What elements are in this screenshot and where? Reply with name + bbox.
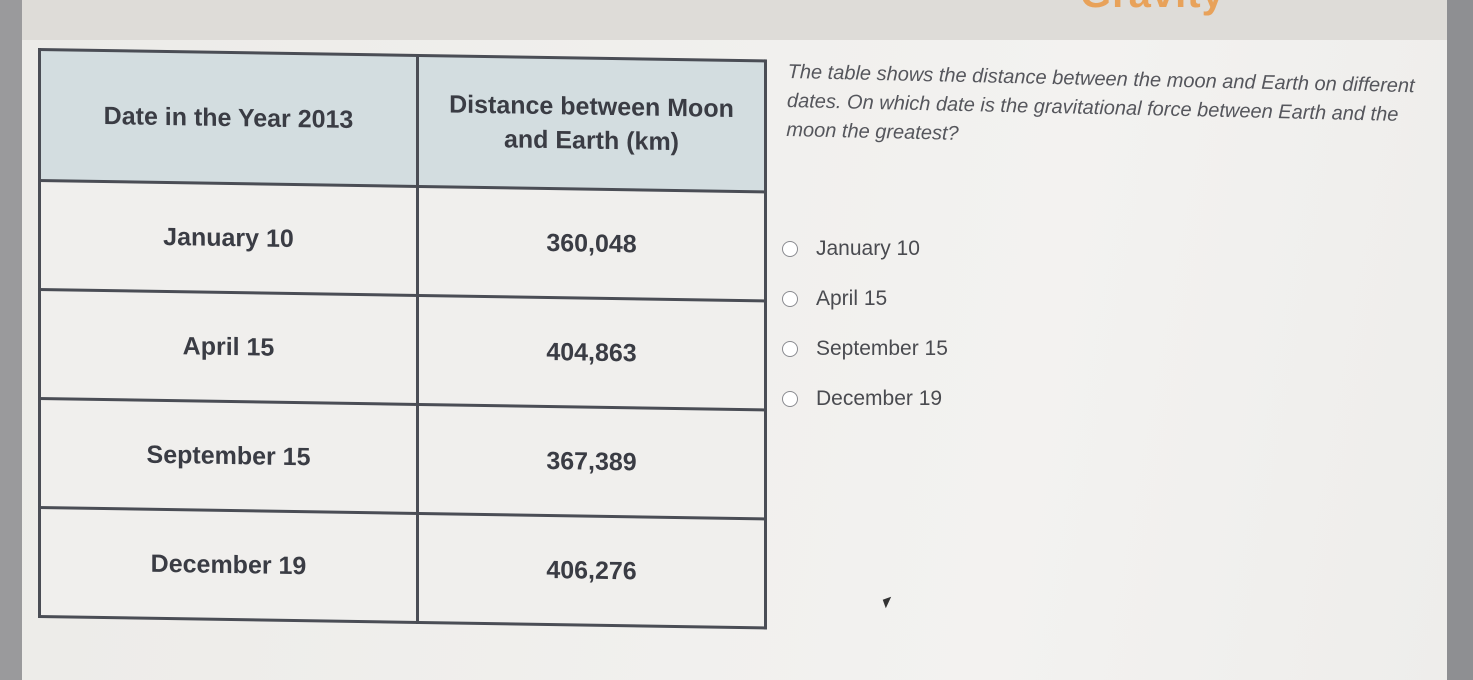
cell-distance: 406,276 [417,513,766,628]
option-label: September 15 [816,337,948,360]
option-label: April 15 [816,287,888,310]
screen-edge-right [1447,0,1473,680]
cell-date: September 15 [39,398,418,514]
option-april-15[interactable]: April 15 [782,274,948,324]
radio-button[interactable] [782,241,798,257]
option-january-10[interactable]: January 10 [782,224,948,274]
table-row: December 19 406,276 [39,507,766,628]
distance-table: Date in the Year 2013 Distance between M… [38,48,767,629]
option-september-15[interactable]: September 15 [782,324,948,374]
screen-edge-left [0,0,22,680]
top-bar [0,0,1473,40]
option-december-19[interactable]: December 19 [782,374,948,424]
radio-button[interactable] [782,341,798,357]
answer-options: January 10 April 15 September 15 Decembe… [782,224,948,424]
header-date: Date in the Year 2013 [39,49,418,187]
cell-distance: 360,048 [417,186,766,301]
header-distance: Distance between Moon and Earth (km) [417,55,766,192]
table-header-row: Date in the Year 2013 Distance between M… [39,49,766,192]
cell-date: December 19 [39,507,418,623]
cell-date: January 10 [39,180,418,296]
cell-distance: 404,863 [417,295,766,410]
radio-button[interactable] [782,291,798,307]
table-row: January 10 360,048 [39,180,766,301]
radio-button[interactable] [782,391,798,407]
lesson-title: Gravity [1080,0,1225,17]
cell-distance: 367,389 [417,404,766,519]
cell-date: April 15 [39,289,418,405]
table-row: September 15 367,389 [39,398,766,519]
table-row: April 15 404,863 [39,289,766,410]
option-label: January 10 [816,237,920,260]
question-text: The table shows the distance between the… [786,60,1415,145]
option-label: December 19 [816,387,943,410]
